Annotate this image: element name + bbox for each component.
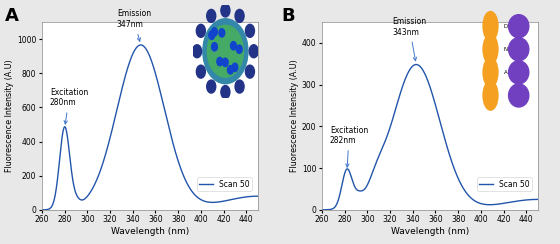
Ellipse shape — [508, 61, 529, 84]
Circle shape — [235, 80, 244, 93]
Ellipse shape — [508, 15, 529, 38]
Text: Excitation
280nm: Excitation 280nm — [50, 88, 88, 124]
Legend: Scan 50: Scan 50 — [477, 177, 531, 191]
X-axis label: Wavelength (nm): Wavelength (nm) — [111, 227, 189, 236]
Circle shape — [222, 58, 228, 67]
Circle shape — [207, 80, 216, 93]
Text: Emission
343nm: Emission 343nm — [393, 17, 427, 61]
Circle shape — [217, 57, 223, 66]
Text: Emission
347nm: Emission 347nm — [117, 9, 151, 41]
Circle shape — [212, 28, 217, 36]
Text: B: B — [281, 7, 295, 25]
Circle shape — [236, 45, 242, 53]
Y-axis label: Fluorescence Intensity (A.U): Fluorescence Intensity (A.U) — [290, 60, 299, 172]
Circle shape — [483, 35, 498, 64]
Circle shape — [245, 24, 254, 37]
Circle shape — [227, 66, 234, 74]
Circle shape — [209, 31, 214, 40]
Circle shape — [219, 29, 225, 37]
Ellipse shape — [508, 84, 529, 107]
Y-axis label: Fluorescence Intensity (A.U): Fluorescence Intensity (A.U) — [5, 60, 15, 172]
Legend: Scan 50: Scan 50 — [197, 177, 251, 191]
Text: D: D — [503, 24, 507, 29]
Circle shape — [232, 63, 238, 71]
Text: Excitation
282nm: Excitation 282nm — [330, 126, 368, 167]
X-axis label: Wavelength (nm): Wavelength (nm) — [391, 227, 469, 236]
Circle shape — [483, 11, 498, 41]
Circle shape — [197, 65, 206, 78]
Circle shape — [207, 10, 216, 22]
Circle shape — [197, 24, 206, 37]
Circle shape — [193, 45, 202, 58]
Circle shape — [221, 4, 230, 17]
Circle shape — [483, 81, 498, 110]
Text: A: A — [4, 7, 18, 25]
Circle shape — [221, 86, 230, 99]
Ellipse shape — [508, 38, 529, 61]
Circle shape — [483, 58, 498, 87]
Circle shape — [203, 19, 248, 84]
Circle shape — [235, 10, 244, 22]
Text: A: A — [503, 70, 507, 75]
Circle shape — [212, 43, 217, 51]
Circle shape — [231, 41, 236, 50]
Circle shape — [249, 45, 258, 58]
Text: N: N — [503, 47, 507, 52]
Circle shape — [245, 65, 254, 78]
Circle shape — [207, 25, 244, 77]
